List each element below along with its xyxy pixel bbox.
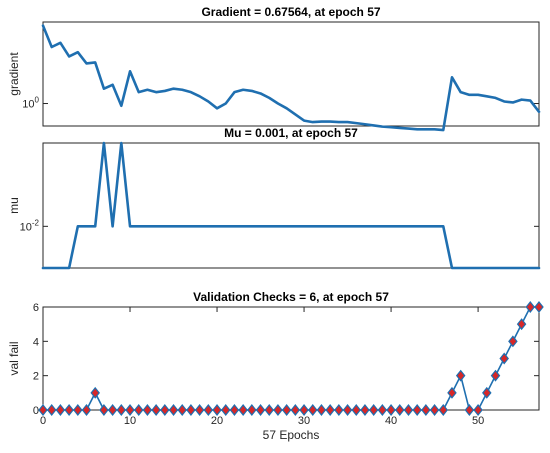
- data-point: [220, 404, 231, 416]
- y-tick-label: 0: [33, 405, 39, 417]
- data-point: [482, 386, 492, 399]
- data-point: [429, 404, 440, 416]
- x-tick-label: 10: [124, 415, 136, 427]
- data-point: [403, 404, 414, 416]
- data-point: [342, 404, 353, 416]
- series-line-3: [43, 306, 539, 411]
- data-point: [316, 404, 327, 416]
- data-point: [247, 404, 257, 416]
- x-tick-label: 0: [40, 415, 46, 427]
- data-point: [290, 404, 301, 416]
- data-point: [438, 404, 449, 416]
- data-point: [160, 404, 170, 416]
- data-point: [386, 404, 396, 416]
- data-point: [125, 404, 135, 416]
- data-point: [229, 404, 240, 416]
- data-point: [142, 404, 153, 416]
- y-tick-label: 100: [22, 96, 39, 111]
- y-tick-label: 2: [33, 371, 39, 383]
- data-point: [464, 404, 475, 416]
- data-point: [81, 404, 92, 416]
- data-point: [194, 404, 205, 416]
- data-point: [377, 404, 388, 416]
- plot-frame-1: [42, 21, 540, 127]
- series-line-1: [41, 24, 541, 132]
- data-point: [299, 404, 309, 416]
- data-point: [525, 301, 536, 313]
- y-tick-label: 6: [33, 302, 39, 314]
- data-point: [534, 301, 544, 313]
- data-point: [177, 404, 187, 416]
- plot-frame-2: [42, 142, 540, 269]
- chart-panel-1: Gradient = 0.67564, at epoch 57 gradient1…: [7, 5, 541, 132]
- y-tick-label: 10-2: [20, 218, 40, 233]
- chart-title-1: Gradient = 0.67564, at epoch 57: [201, 5, 380, 19]
- data-point: [490, 369, 501, 382]
- data-point: [64, 404, 74, 416]
- plot-frame-3: [42, 306, 540, 411]
- data-point: [151, 404, 161, 416]
- data-point: [264, 404, 275, 416]
- chart-panel-2: Mu = 0.001, at epoch 57 mu 10-2: [7, 126, 541, 270]
- data-point: [116, 404, 127, 416]
- data-point: [447, 386, 457, 399]
- data-point: [508, 335, 518, 348]
- data-point: [203, 404, 214, 416]
- chart-panel-3: Validation Checks = 6, at epoch 57 val fa…: [7, 290, 544, 442]
- data-point: [186, 404, 196, 416]
- data-point: [473, 404, 483, 416]
- data-point: [395, 404, 405, 416]
- data-point: [99, 404, 109, 416]
- data-point: [90, 386, 100, 399]
- data-point: [133, 404, 144, 416]
- x-axis-label: 57 Epochs: [263, 428, 320, 442]
- data-point: [273, 404, 283, 416]
- data-point: [516, 318, 527, 331]
- y-tick-label: 4: [33, 336, 39, 348]
- series-line-2: [41, 141, 541, 270]
- data-point: [107, 404, 118, 416]
- data-point: [212, 404, 222, 416]
- data-point: [351, 404, 362, 416]
- data-point: [38, 404, 48, 416]
- data-point: [307, 404, 318, 416]
- chart-title-2: Mu = 0.001, at epoch 57: [224, 126, 358, 140]
- y-axis-label-1: gradient: [7, 52, 21, 96]
- data-point: [499, 352, 509, 365]
- data-point: [334, 404, 344, 416]
- data-point: [360, 404, 370, 416]
- data-point: [412, 404, 422, 416]
- data-point: [168, 404, 179, 416]
- data-point: [281, 404, 292, 416]
- chart-title-3: Validation Checks = 6, at epoch 57: [193, 290, 389, 304]
- data-point: [255, 404, 266, 416]
- data-point: [55, 404, 66, 416]
- x-tick-label: 50: [472, 415, 484, 427]
- data-point: [238, 404, 248, 416]
- data-point: [421, 404, 431, 416]
- data-point: [325, 404, 335, 416]
- y-axis-label-2: mu: [7, 197, 21, 214]
- y-axis-label-3: val fail: [7, 341, 21, 375]
- data-point: [455, 369, 466, 382]
- data-point: [46, 404, 57, 416]
- x-tick-label: 40: [385, 415, 397, 427]
- data-point: [73, 404, 83, 416]
- data-point: [368, 404, 379, 416]
- x-tick-label: 20: [211, 415, 223, 427]
- x-tick-label: 30: [298, 415, 310, 427]
